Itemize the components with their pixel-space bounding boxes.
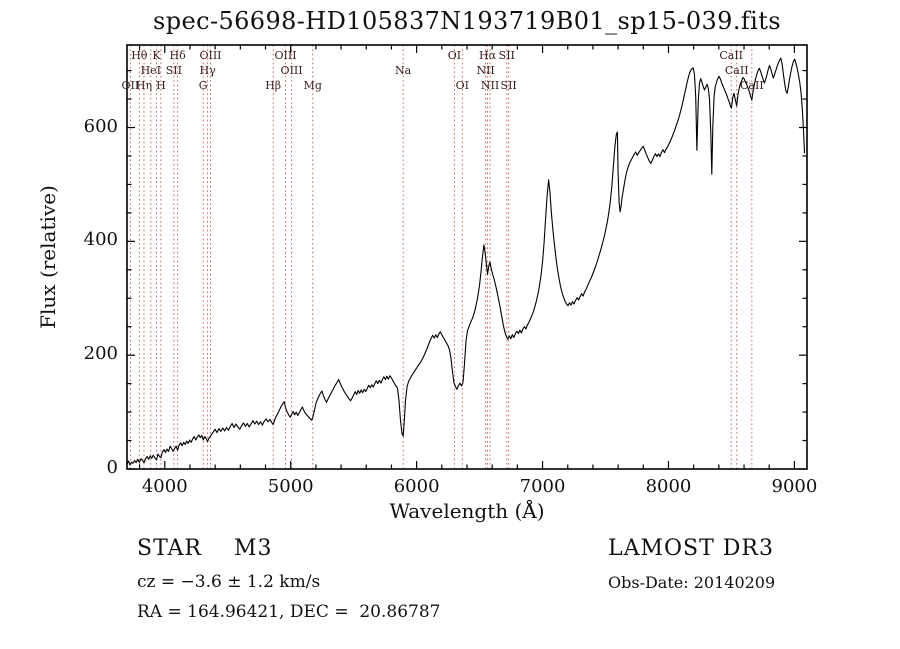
spectrum-curve xyxy=(126,57,806,466)
ra-dec-coordinates: RA = 164.96421, DEC = 20.86787 xyxy=(137,602,441,622)
redshift-velocity: cz = −3.6 ± 1.2 km/s xyxy=(137,572,321,592)
obs-date: Obs-Date: 20140209 xyxy=(608,573,776,592)
plot-frame xyxy=(126,44,808,470)
x-axis-label: Wavelength (Å) xyxy=(389,499,545,523)
page-title: spec-56698-HD105837N193719B01_sp15-039.f… xyxy=(153,7,781,35)
y-axis-label: Flux (relative) xyxy=(36,185,60,329)
object-class-label: STAR M3 xyxy=(137,536,273,561)
survey-label: LAMOST DR3 xyxy=(608,536,774,561)
